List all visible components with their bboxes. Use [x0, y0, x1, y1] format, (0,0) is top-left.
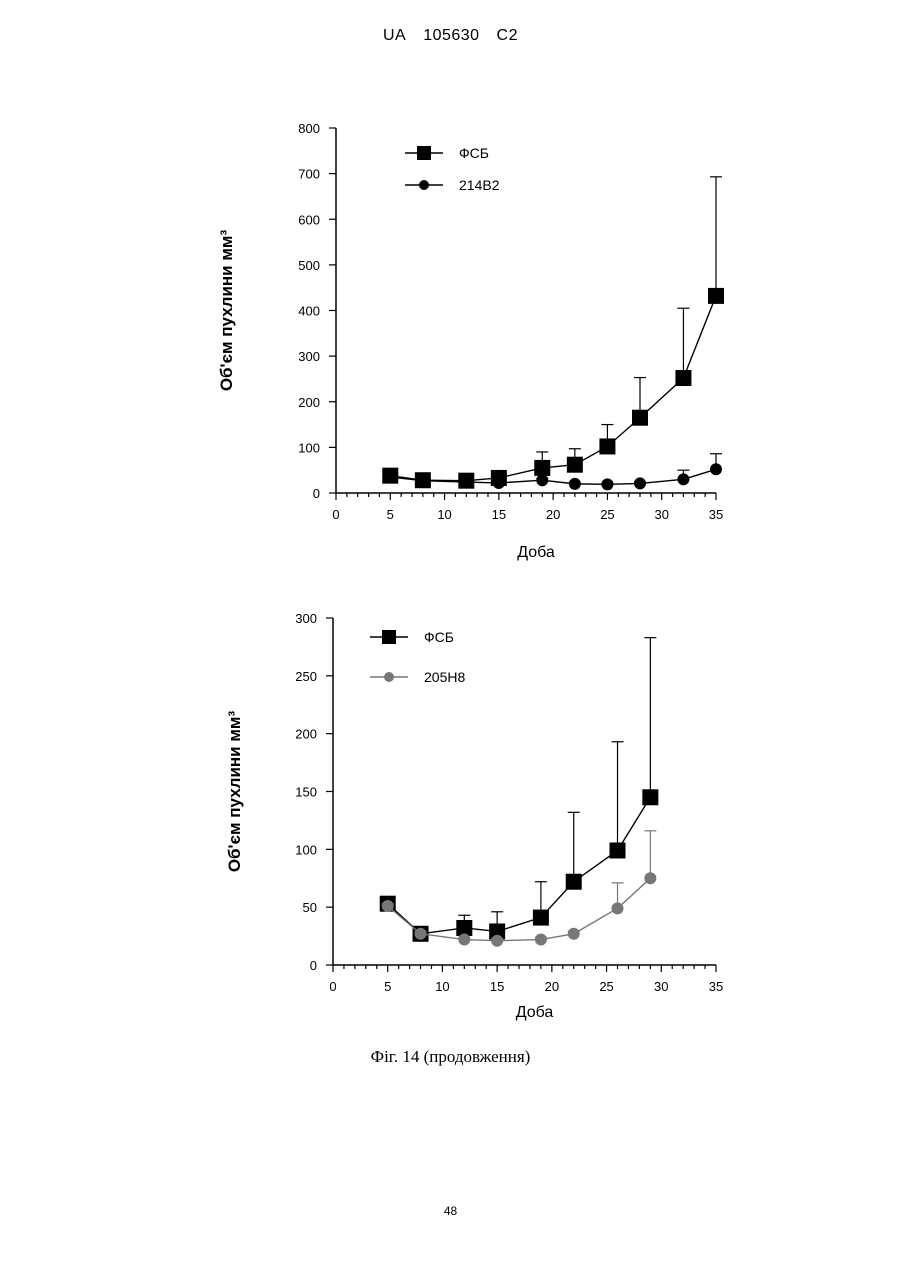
y-tick-label: 50 [303, 900, 317, 915]
y-tick-label: 0 [313, 486, 320, 501]
x-tick-label: 35 [709, 507, 723, 522]
data-point-circle [601, 478, 613, 490]
page-number: 48 [0, 1204, 901, 1218]
y-tick-label: 100 [298, 440, 320, 455]
data-point-circle [417, 475, 429, 487]
data-point-square [675, 370, 691, 386]
data-point-circle [634, 477, 646, 489]
series-line [390, 469, 716, 484]
data-point-square [534, 460, 550, 476]
x-tick-label: 0 [329, 979, 336, 994]
y-tick-label: 150 [295, 785, 317, 800]
y-tick-label: 200 [298, 395, 320, 410]
x-tick-label: 25 [599, 979, 613, 994]
legend-label: 214B2 [459, 177, 500, 193]
x-axis-label: Доба [517, 544, 555, 561]
x-tick-label: 15 [492, 507, 506, 522]
y-tick-label: 600 [298, 212, 320, 227]
legend-marker-square [382, 630, 396, 644]
data-point-circle [536, 474, 548, 486]
x-tick-label: 15 [490, 979, 504, 994]
data-point-square [610, 842, 626, 858]
data-point-circle [612, 902, 624, 914]
data-point-circle [493, 477, 505, 489]
y-tick-label: 500 [298, 258, 320, 273]
series-line [388, 797, 651, 933]
x-tick-label: 30 [654, 507, 668, 522]
y-tick-label: 100 [295, 842, 317, 857]
x-tick-label: 5 [387, 507, 394, 522]
data-point-circle [644, 872, 656, 884]
y-tick-label: 200 [295, 727, 317, 742]
chart-214b2: 0 5 10 15 20 25 30 35 0 100 200 300 400 500 600 700 800 Д… [217, 121, 724, 561]
x-tick-label: 25 [600, 507, 614, 522]
data-point-circle [677, 473, 689, 485]
x-tick-label: 35 [709, 979, 723, 994]
data-point-square [566, 874, 582, 890]
data-point-square [533, 910, 549, 926]
y-tick-label: 800 [298, 121, 320, 136]
y-axis-label: Об'єм пухлини мм³ [217, 229, 236, 391]
data-point-circle [458, 934, 470, 946]
x-tick-label: 0 [332, 507, 339, 522]
data-point-square [632, 410, 648, 426]
data-point-circle [415, 928, 427, 940]
x-tick-label: 30 [654, 979, 668, 994]
chart-205h8: 0 5 10 15 20 25 30 35 0 50 100 150 200 250 300 Доба Об'є… [225, 611, 723, 1021]
legend-label: 205H8 [424, 669, 465, 685]
data-point-circle [535, 934, 547, 946]
data-point-circle [491, 935, 503, 947]
data-point-square [567, 457, 583, 473]
data-point-square [708, 288, 724, 304]
legend-marker-square [417, 146, 431, 160]
data-point-circle [460, 476, 472, 488]
legend-marker-circle [384, 672, 394, 682]
y-tick-label: 250 [295, 669, 317, 684]
x-tick-label: 10 [435, 979, 449, 994]
y-tick-label: 0 [310, 958, 317, 973]
data-point-circle [710, 463, 722, 475]
data-point-circle [382, 900, 394, 912]
y-tick-label: 400 [298, 304, 320, 319]
figure-caption: Фіг. 14 (продовження) [0, 1047, 901, 1067]
data-point-square [599, 438, 615, 454]
data-point-square [642, 789, 658, 805]
x-tick-label: 5 [384, 979, 391, 994]
x-tick-label: 20 [545, 979, 559, 994]
x-tick-label: 20 [546, 507, 560, 522]
y-axis-label: Об'єм пухлини мм³ [225, 710, 244, 872]
x-tick-label: 10 [437, 507, 451, 522]
series-line [390, 296, 716, 481]
data-point-circle [568, 928, 580, 940]
legend-marker-circle [419, 180, 429, 190]
legend-label: ФСБ [424, 629, 454, 645]
legend-label: ФСБ [459, 145, 489, 161]
y-tick-label: 700 [298, 167, 320, 182]
x-axis-label: Доба [516, 1004, 554, 1021]
y-tick-label: 300 [295, 611, 317, 626]
data-point-circle [384, 471, 396, 483]
y-tick-label: 300 [298, 349, 320, 364]
data-point-circle [569, 478, 581, 490]
